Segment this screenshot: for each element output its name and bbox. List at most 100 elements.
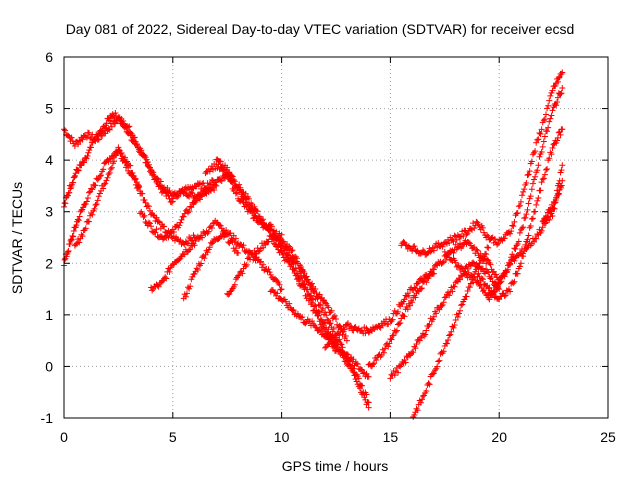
data-point <box>519 192 526 199</box>
data-point <box>457 233 464 240</box>
data-point <box>395 369 402 376</box>
data-point <box>75 167 82 174</box>
data-point <box>511 278 518 285</box>
data-point <box>162 274 169 281</box>
data-point <box>250 254 257 261</box>
data-point <box>201 255 208 262</box>
data-point <box>479 224 486 231</box>
data-point <box>166 268 173 275</box>
data-point <box>523 179 530 186</box>
data-point <box>432 367 439 374</box>
data-point <box>539 176 546 183</box>
data-point <box>342 333 349 340</box>
data-point <box>420 247 427 254</box>
data-point <box>408 297 415 304</box>
data-point <box>277 286 284 293</box>
data-point <box>458 263 465 270</box>
data-point <box>145 164 152 171</box>
data-point <box>278 286 285 293</box>
data-point <box>414 407 421 414</box>
series-14 <box>365 237 503 370</box>
data-point <box>112 109 119 116</box>
data-point <box>474 247 481 254</box>
data-point <box>232 190 239 197</box>
data-point <box>507 230 514 237</box>
data-point <box>442 294 449 301</box>
data-point <box>236 272 243 279</box>
data-point <box>511 257 518 264</box>
data-point <box>546 97 553 104</box>
data-point <box>310 296 317 303</box>
data-point <box>488 273 495 280</box>
data-point <box>483 251 490 258</box>
data-point <box>65 132 72 139</box>
data-point <box>559 177 566 184</box>
data-point <box>476 260 483 267</box>
data-point <box>520 224 527 231</box>
data-point <box>193 197 200 204</box>
data-point <box>266 269 273 276</box>
data-point <box>479 265 486 272</box>
data-point <box>299 266 306 273</box>
data-point <box>336 332 343 339</box>
series-18 <box>441 84 566 299</box>
data-point <box>216 222 223 229</box>
data-point <box>104 174 111 181</box>
data-point <box>451 321 458 328</box>
data-point <box>519 225 526 232</box>
data-point <box>285 258 292 265</box>
data-point <box>144 162 151 169</box>
data-point <box>242 190 249 197</box>
data-point <box>231 281 238 288</box>
data-point <box>417 250 424 257</box>
data-point <box>304 291 311 298</box>
data-point <box>446 292 453 299</box>
data-point <box>302 320 309 327</box>
data-point <box>306 282 313 289</box>
data-point <box>270 240 277 247</box>
data-point <box>188 204 195 211</box>
data-point <box>127 162 134 169</box>
data-point <box>555 191 562 198</box>
data-point <box>70 228 77 235</box>
series-15 <box>387 259 503 382</box>
data-point <box>217 158 224 165</box>
data-point <box>524 172 531 179</box>
data-point <box>73 222 80 229</box>
data-point <box>63 253 70 260</box>
data-point <box>537 130 544 137</box>
data-point <box>319 323 326 330</box>
data-point <box>321 325 328 332</box>
data-point <box>545 102 552 109</box>
data-point <box>426 381 433 388</box>
data-point <box>485 269 492 276</box>
data-point <box>327 320 334 327</box>
data-point <box>301 286 308 293</box>
data-point <box>298 263 305 270</box>
series-5 <box>137 186 209 243</box>
data-point <box>365 329 372 336</box>
data-point <box>232 245 239 252</box>
data-point <box>535 136 542 143</box>
data-point <box>139 190 146 197</box>
data-point <box>225 291 232 298</box>
data-point <box>243 261 250 268</box>
data-point <box>533 235 540 242</box>
data-point <box>525 232 532 239</box>
data-point <box>120 118 127 125</box>
data-point <box>390 332 397 339</box>
data-point <box>316 327 323 334</box>
data-point <box>121 124 128 131</box>
data-point <box>204 229 211 236</box>
data-point <box>559 84 566 91</box>
data-point <box>540 138 547 145</box>
data-point <box>391 372 398 379</box>
data-point <box>293 255 300 262</box>
data-point <box>474 278 481 285</box>
data-point <box>240 242 247 249</box>
x-tick-label: 25 <box>600 429 616 445</box>
data-point <box>124 158 131 165</box>
data-point <box>311 289 318 296</box>
data-point <box>430 370 437 377</box>
data-point <box>166 195 173 202</box>
